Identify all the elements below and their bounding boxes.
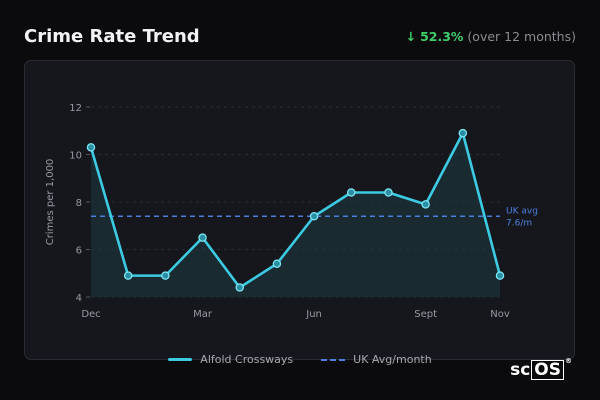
data-point [421, 200, 430, 209]
reference-value-label: 7.6/m [506, 218, 532, 228]
legend-label-series: Alfold Crossways [200, 353, 294, 366]
registered-mark: ® [565, 357, 572, 365]
y-tick-label: 8 [76, 198, 82, 209]
data-point [347, 188, 356, 197]
y-tick-label: 4 [76, 293, 82, 304]
data-point [458, 128, 468, 138]
reference-label: UK avg [506, 206, 538, 216]
chart-title: Crime Rate Trend [24, 26, 200, 47]
x-tick-label: Sept [414, 309, 437, 320]
x-tick-label: Jun [305, 309, 322, 320]
x-tick-label: Nov [490, 309, 510, 320]
logo-text: sc [510, 360, 531, 380]
data-point [309, 211, 319, 221]
down-arrow-icon: ↓ [405, 29, 417, 44]
x-tick-label: Mar [193, 309, 213, 320]
legend-label-reference: UK Avg/month [353, 353, 432, 366]
data-point [198, 233, 207, 242]
y-tick-label: 10 [69, 151, 82, 162]
data-point [235, 283, 244, 292]
data-point [123, 271, 133, 280]
change-percentage: 52.3% [420, 29, 464, 44]
y-axis-label: Crimes per 1,000 [45, 159, 56, 246]
legend-item-reference[interactable]: UK Avg/month [321, 353, 432, 366]
y-tick-label: 12 [69, 103, 82, 114]
data-point [272, 259, 282, 268]
data-point [161, 271, 170, 280]
x-tick-label: Dec [81, 309, 100, 320]
legend-swatch-solid-icon [168, 358, 193, 361]
change-indicator: ↓ 52.3% (over 12 months) [406, 29, 576, 44]
legend-swatch-dashed-icon [321, 358, 346, 361]
data-point [86, 143, 96, 152]
legend-item-series[interactable]: Alfold Crossways [168, 353, 293, 366]
logo-boxed-text: OS [531, 360, 564, 380]
chart-legend: Alfold Crossways UK Avg/month [0, 353, 600, 366]
data-point [495, 271, 505, 280]
series-area [91, 133, 500, 297]
data-point [384, 188, 393, 197]
y-tick-label: 6 [76, 246, 82, 257]
series-line [89, 131, 502, 289]
change-period: (over 12 months) [467, 29, 576, 44]
brand-logo: sc OS ® [510, 357, 572, 380]
